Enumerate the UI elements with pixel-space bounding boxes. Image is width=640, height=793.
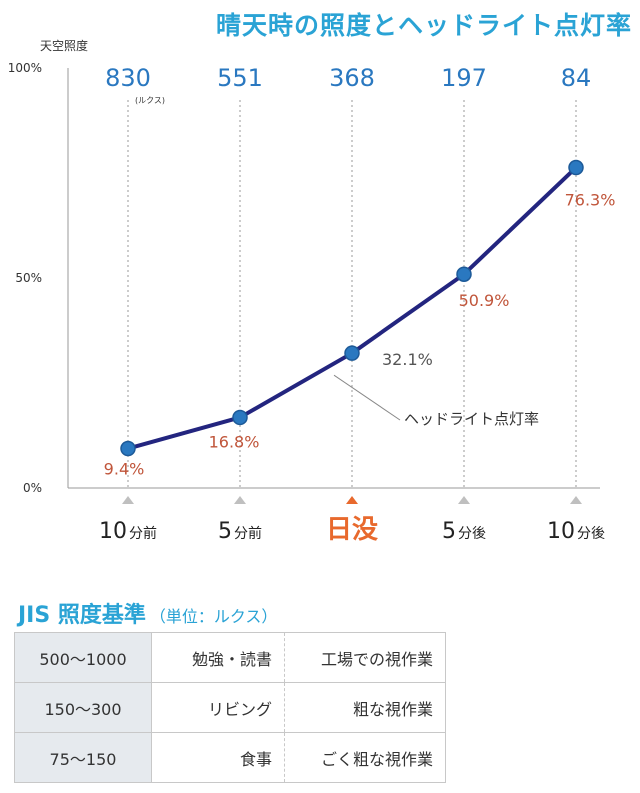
jis-place-cell: リビング: [151, 682, 285, 733]
data-label: 76.3%: [565, 191, 616, 210]
category-marker-triangle: [346, 496, 358, 504]
illuminance-value: 830: [105, 64, 151, 92]
table-row: 150〜300 リビング 粗な視作業: [14, 682, 446, 733]
category-marker-triangle: [570, 496, 582, 504]
jis-range-cell: 75〜150: [14, 732, 152, 783]
y-tick-label: 50%: [15, 271, 42, 285]
data-label: 50.9%: [459, 291, 510, 310]
annotation-label: ヘッドライト点灯率: [404, 410, 539, 428]
jis-range-cell: 500〜1000: [14, 632, 152, 683]
line-chart: 0% 50% 100% 830 551 368 197 84 (ルクス) ヘッドライト点灯率 9.4…: [8, 61, 616, 545]
illuminance-unit: (ルクス): [135, 96, 165, 105]
data-point: [120, 440, 136, 457]
data-label: 32.1%: [382, 350, 433, 369]
jis-work-cell: 粗な視作業: [284, 682, 446, 733]
category-label: 10 分前: [99, 519, 157, 544]
data-point: [568, 159, 584, 176]
jis-table: 500〜1000 勉強・読書 工場での視作業 150〜300 リビング 粗な視作…: [14, 632, 446, 783]
table-row: 75〜150 食事 ごく粗な視作業: [14, 732, 446, 783]
category-label: 5 分後: [442, 519, 486, 544]
table-row: 500〜1000 勉強・読書 工場での視作業: [14, 632, 446, 683]
illuminance-value: 551: [217, 64, 263, 92]
data-label: 9.4%: [104, 460, 145, 479]
category-marker-triangle: [234, 496, 246, 504]
data-point: [232, 409, 248, 426]
data-point: [456, 266, 472, 282]
y-tick-label: 0%: [23, 481, 42, 495]
data-point: [344, 345, 360, 361]
illuminance-value: 368: [329, 64, 375, 92]
jis-work-cell: 工場での視作業: [284, 632, 446, 683]
y-tick-label: 100%: [8, 61, 42, 75]
illuminance-value: 84: [561, 64, 592, 92]
chart-title: 晴天時の照度とヘッドライト点灯率: [215, 11, 632, 40]
category-label: 日没: [326, 515, 379, 545]
category-marker-triangle: [458, 496, 470, 504]
jis-title-text: JIS 照度基準: [18, 603, 146, 628]
category-label: 10 分後: [547, 519, 605, 544]
jis-range-cell: 150〜300: [14, 682, 152, 733]
jis-work-cell: ごく粗な視作業: [284, 732, 446, 783]
category-marker-triangle: [122, 496, 134, 504]
jis-place-cell: 勉強・読書: [151, 632, 285, 683]
category-label: 5 分前: [218, 519, 262, 544]
jis-unit-note: （単位：ルクス）: [149, 607, 278, 626]
data-label: 16.8%: [209, 432, 260, 451]
annotation-leader: [333, 374, 401, 421]
y-axis-title: 天空照度: [40, 39, 89, 53]
jis-place-cell: 食事: [151, 732, 285, 783]
illuminance-value: 197: [441, 64, 487, 92]
jis-section-title: JIS 照度基準 （単位：ルクス）: [18, 597, 277, 629]
